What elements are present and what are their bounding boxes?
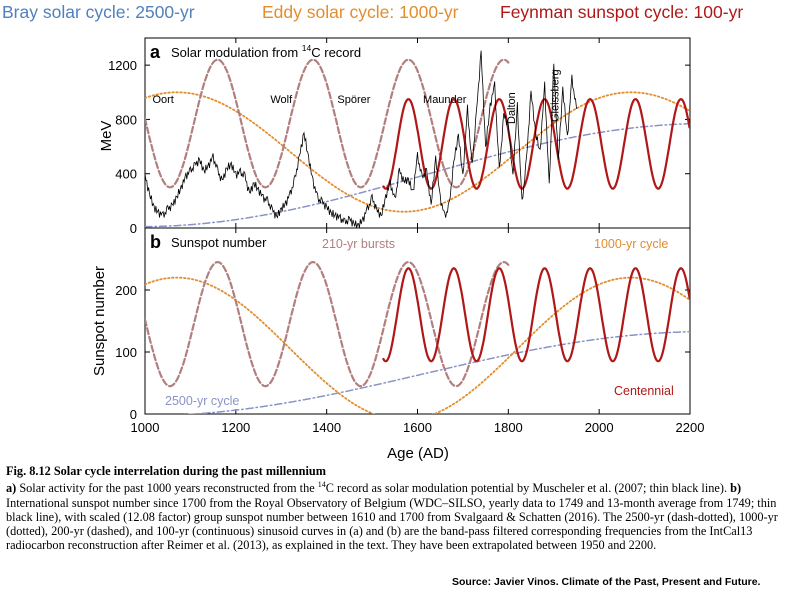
solar-cycle-figure: 0 400 800 1200 Oort Wolf Spörer Maunder Dalton Gl… [91,37,705,462]
minimum-label: Gleissberg [549,69,561,122]
figure-caption: Fig. 8.12 Solar cycle interrelation duri… [6,464,794,552]
series-feyn-line [382,267,690,363]
series-d210-line [145,260,510,388]
annotation-2500yr-cycle: 2500-yr cycle [165,394,239,408]
caption-figure-label: Fig. 8.12 Solar cycle interrelation duri… [6,464,326,478]
x-axis-label: Age (AD) [387,445,449,462]
y-tick-label: 1200 [108,58,137,73]
eddy-cycle-heading: Eddy solar cycle: 1000-yr [262,2,459,22]
source-credit: Source: Javier Vinos. Climate of the Pas… [452,576,761,588]
panel-b-letter: b [150,232,161,252]
x-tick-label: 1800 [494,420,523,435]
y-tick-label: 0 [130,221,137,236]
panel-b-ylabel: Sunspot number [91,266,108,376]
x-tick-label: 1000 [131,420,160,435]
bray-cycle-heading: Bray solar cycle: 2500-yr [2,2,195,22]
caption-b-label: b) [730,481,742,496]
panel-a-ylabel: MeV [98,121,115,152]
y-tick-label: 800 [115,112,137,127]
annotation-210yr-bursts: 210-yr bursts [322,237,395,251]
panel-b-plot-area [145,260,690,414]
panel-b: 0 100 200 1000 1200 1400 1600 1800 2000 2200 [115,227,705,435]
minimum-label: Oort [152,94,173,106]
caption-a-label: a) [6,481,17,496]
caption-b-text: International sunspot number since 1700 … [6,495,778,553]
caption-a-text-2: C record as solar modulation potential b… [325,481,731,496]
minimum-label: Wolf [270,94,293,106]
x-tick-label: 1400 [312,420,341,435]
minimum-label: Maunder [423,94,467,106]
x-tick-label: 1600 [403,420,432,435]
panel-b-title: Sunspot number [171,235,267,250]
panel-a-letter: a [150,42,161,62]
x-tick-label: 1200 [221,420,250,435]
x-tick-label: 2200 [676,420,705,435]
panel-a: 0 400 800 1200 Oort Wolf Spörer Maunder Dalton Gl… [108,37,691,236]
series-d210-line [145,58,510,189]
caption-a-superscript: 14 [317,480,326,490]
feynman-cycle-heading: Feynman sunspot cycle: 100-yr [500,2,744,22]
y-tick-label: 200 [115,283,137,298]
series-feyn-line [382,98,690,190]
x-tick-label: 2000 [585,420,614,435]
y-tick-label: 400 [115,167,137,182]
series-bray-line [181,331,690,414]
y-tick-label: 100 [115,345,137,360]
minimum-label: Spörer [337,94,370,106]
caption-a-text-1: Solar activity for the past 1000 years r… [16,481,318,496]
y-tick-label: 0 [130,407,137,422]
minimum-label: Dalton [506,92,518,124]
annotation-centennial: Centennial [614,384,674,398]
panel-a-plot-area [145,50,690,228]
series-eddy-line [145,91,690,213]
annotation-1000yr-cycle: 1000-yr cycle [594,237,668,251]
series-data-line [145,50,577,228]
panel-b-frame [144,227,691,415]
panel-a-title: Solar modulation from 14C record [171,43,361,60]
